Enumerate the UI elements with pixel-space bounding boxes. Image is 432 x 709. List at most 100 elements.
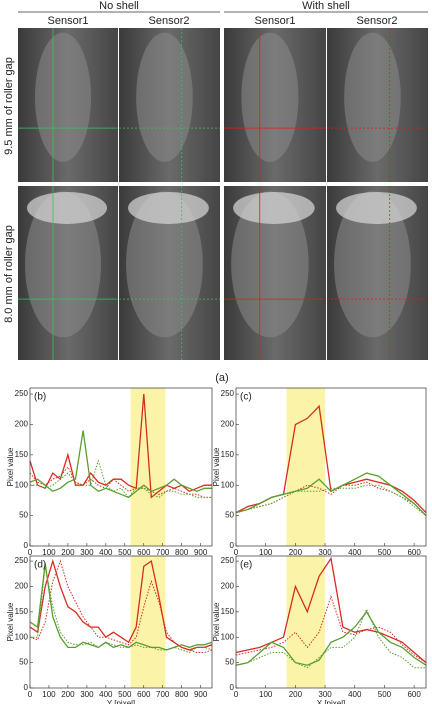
y-tick-label: 200 (221, 420, 235, 429)
y-tick-label: 100 (221, 632, 235, 641)
x-tick-label: 300 (80, 548, 94, 557)
group-label: With shell (302, 0, 350, 12)
x-tick-label: 100 (42, 548, 56, 557)
x-axis-label: X [pixel] (317, 699, 345, 704)
y-tick-label: 100 (221, 480, 235, 489)
y-tick-label: 150 (221, 450, 235, 459)
y-tick-label: 0 (230, 683, 235, 692)
x-tick-label: 300 (318, 548, 332, 557)
plot-frame (29, 555, 213, 689)
x-tick-label: 400 (99, 548, 113, 557)
sensor-label: Sensor1 (255, 15, 296, 27)
plot-frame (235, 555, 427, 689)
y-tick-label: 100 (15, 480, 29, 489)
x-tick-label: 500 (378, 690, 392, 699)
x-tick-label: 800 (175, 548, 189, 557)
y-tick-label: 150 (15, 607, 29, 616)
series-line (29, 563, 213, 651)
x-tick-label: 400 (348, 548, 362, 557)
x-tick-label: 200 (61, 690, 75, 699)
chart: 0 50 100 150 200 250 0 100 200 300 400 500 600 700 800… (6, 555, 213, 708)
plot-area (30, 556, 212, 688)
x-tick-label: 900 (194, 548, 208, 557)
chart: 0 50 100 150 200 250 0 100 200 300 400 500 600 700 800… (6, 387, 213, 557)
series-line (30, 459, 212, 499)
series-line (235, 556, 427, 664)
plot-area (236, 556, 426, 688)
x-tick-label: 200 (289, 690, 303, 699)
y-axis-label: Pixel value (6, 602, 15, 641)
x-tick-label: 400 (99, 690, 113, 699)
specimen-top (233, 192, 315, 224)
x-tick-label: 300 (80, 690, 94, 699)
row-label: 8.0 mm of roller gap (3, 225, 15, 323)
specimen-top (128, 192, 209, 224)
x-tick-label: 0 (28, 690, 33, 699)
y-tick-label: 50 (19, 658, 28, 667)
x-tick-label: 100 (259, 690, 273, 699)
x-tick-label: 500 (118, 548, 132, 557)
panel-label: (c) (240, 392, 252, 403)
x-tick-label: 900 (194, 690, 208, 699)
x-tick-label: 0 (234, 690, 239, 699)
y-tick-label: 150 (15, 450, 29, 459)
x-tick-label: 600 (407, 548, 421, 557)
y-axis-label: Pixel value (6, 447, 15, 486)
highlight-band (286, 388, 326, 546)
x-tick-label: 500 (118, 690, 132, 699)
x-tick-label: 400 (348, 690, 362, 699)
specimen (136, 32, 193, 162)
specimen (231, 191, 309, 338)
x-tick-label: 600 (137, 548, 151, 557)
x-tick-label: 200 (61, 548, 75, 557)
plot-area (236, 388, 426, 546)
y-tick-label: 0 (24, 541, 29, 550)
series-line (29, 466, 212, 498)
y-tick-label: 0 (24, 683, 29, 692)
y-tick-label: 250 (221, 389, 235, 398)
chart: 0 50 100 150 200 250 0 100 200 300 400 500 600 (c) Pix… (212, 387, 427, 557)
y-tick-label: 150 (221, 607, 235, 616)
y-tick-label: 200 (15, 420, 29, 429)
group-label: No shell (99, 0, 139, 12)
sensor-label: Sensor2 (149, 15, 190, 27)
series-line (30, 566, 213, 654)
series-line (235, 608, 426, 669)
x-axis-label: Y [pixel] (107, 699, 135, 704)
specimen (25, 191, 101, 338)
panel-label: (a) (215, 372, 228, 384)
highlight-band (130, 388, 166, 546)
y-axis-label: Pixel value (212, 602, 221, 641)
y-tick-label: 50 (19, 511, 28, 520)
y-tick-label: 100 (15, 632, 29, 641)
x-tick-label: 100 (259, 548, 273, 557)
chart: 0 50 100 150 200 250 0 100 200 300 400 500 600 (e) Pix… (212, 555, 427, 708)
x-tick-label: 200 (289, 548, 303, 557)
x-tick-label: 700 (156, 690, 170, 699)
specimen (126, 191, 203, 338)
series-line (29, 430, 212, 499)
y-tick-label: 250 (15, 389, 29, 398)
plot-frame (235, 387, 427, 547)
y-tick-label: 250 (221, 556, 235, 565)
specimen (334, 191, 411, 338)
series-line (235, 610, 427, 666)
row-label: 9.5 mm of roller gap (3, 57, 15, 155)
specimen-top (27, 192, 107, 224)
specimen (35, 32, 91, 162)
plot-area (30, 388, 212, 546)
series-line (235, 595, 427, 664)
y-tick-label: 200 (15, 582, 29, 591)
y-tick-label: 250 (15, 556, 29, 565)
y-axis-label: Pixel value (212, 447, 221, 486)
y-tick-label: 0 (230, 541, 235, 550)
sensor-label: Sensor1 (48, 15, 89, 27)
x-tick-label: 600 (407, 690, 421, 699)
highlight-band (130, 556, 166, 688)
panel-label: (d) (34, 560, 46, 571)
x-tick-label: 500 (378, 548, 392, 557)
x-tick-label: 300 (318, 690, 332, 699)
specimen-top (336, 192, 417, 224)
y-tick-label: 200 (221, 582, 235, 591)
x-tick-label: 0 (234, 548, 239, 557)
